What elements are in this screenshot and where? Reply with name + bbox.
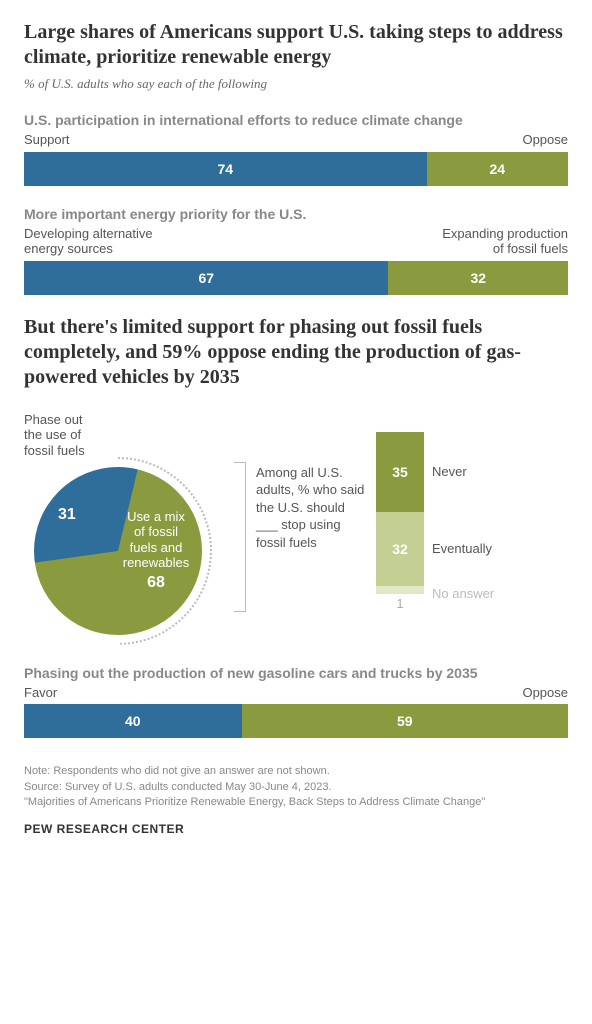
headline-1: Large shares of Americans support U.S. t… <box>24 20 568 70</box>
bar3-seg-oppose: 59 <box>242 704 568 738</box>
bar2-left-label: Developing alternative energy sources <box>24 226 153 257</box>
pie-label-mix: Use a mix of fossil fuels and renewables… <box>114 509 198 593</box>
vbar-label-never: Never <box>432 432 494 512</box>
bar3-right-label: Oppose <box>522 685 568 701</box>
pie-label-phaseout: 31 <box>58 505 76 524</box>
note-line: Note: Respondents who did not give an an… <box>24 764 568 779</box>
bar2-title: More important energy priority for the U… <box>24 206 568 222</box>
bar3-labels: Favor Oppose <box>24 685 568 701</box>
bracket <box>234 412 246 641</box>
vbar-noanswer-value: 1 <box>376 596 424 611</box>
bar2-seg-alt: 67 <box>24 261 388 295</box>
vbar-seg-noanswer <box>376 586 424 594</box>
bar1-seg-support: 74 <box>24 152 427 186</box>
vbar-label-noanswer: No answer <box>432 586 494 608</box>
mid-text: Among all U.S. adults, % who said the U.… <box>256 412 366 552</box>
report-title-line: "Majorities of Americans Prioritize Rene… <box>24 795 568 810</box>
footnotes: Note: Respondents who did not give an an… <box>24 764 568 810</box>
vbar: 35 32 <box>376 432 424 594</box>
source-line: Source: Survey of U.S. adults conducted … <box>24 780 568 795</box>
bar3-left-label: Favor <box>24 685 57 701</box>
bar3: 40 59 <box>24 704 568 738</box>
bar3-title: Phasing out the production of new gasoli… <box>24 665 568 681</box>
bar2: 67 32 <box>24 261 568 295</box>
subhead: % of U.S. adults who say each of the fol… <box>24 76 568 92</box>
bar2-right-label: Expanding production of fossil fuels <box>442 226 568 257</box>
vbar-labels: Never Eventually No answer <box>432 432 494 611</box>
bar2-labels: Developing alternative energy sources Ex… <box>24 226 568 257</box>
bar1: 74 24 <box>24 152 568 186</box>
brand: PEW RESEARCH CENTER <box>24 822 568 836</box>
pie-column: Phase out the use of fossil fuels 31 Use… <box>24 412 224 641</box>
vbar-stack: 35 32 1 <box>376 432 424 611</box>
vbar-seg-never: 35 <box>376 432 424 512</box>
bar2-seg-fossil: 32 <box>388 261 568 295</box>
bar1-right-label: Oppose <box>522 132 568 148</box>
vbar-seg-eventually: 32 <box>376 512 424 586</box>
bar1-left-label: Support <box>24 132 70 148</box>
bar1-seg-oppose: 24 <box>427 152 568 186</box>
bar3-seg-favor: 40 <box>24 704 242 738</box>
headline-2: But there's limited support for phasing … <box>24 315 568 390</box>
pie-row: Phase out the use of fossil fuels 31 Use… <box>24 412 568 641</box>
pie-top-label: Phase out the use of fossil fuels <box>24 412 224 459</box>
pie-chart: 31 Use a mix of fossil fuels and renewab… <box>28 461 208 641</box>
bar1-title: U.S. participation in international effo… <box>24 112 568 128</box>
bar1-labels: Support Oppose <box>24 132 568 148</box>
vbar-label-eventually: Eventually <box>432 512 494 586</box>
vbar-column: 35 32 1 Never Eventually No answer <box>376 412 494 611</box>
